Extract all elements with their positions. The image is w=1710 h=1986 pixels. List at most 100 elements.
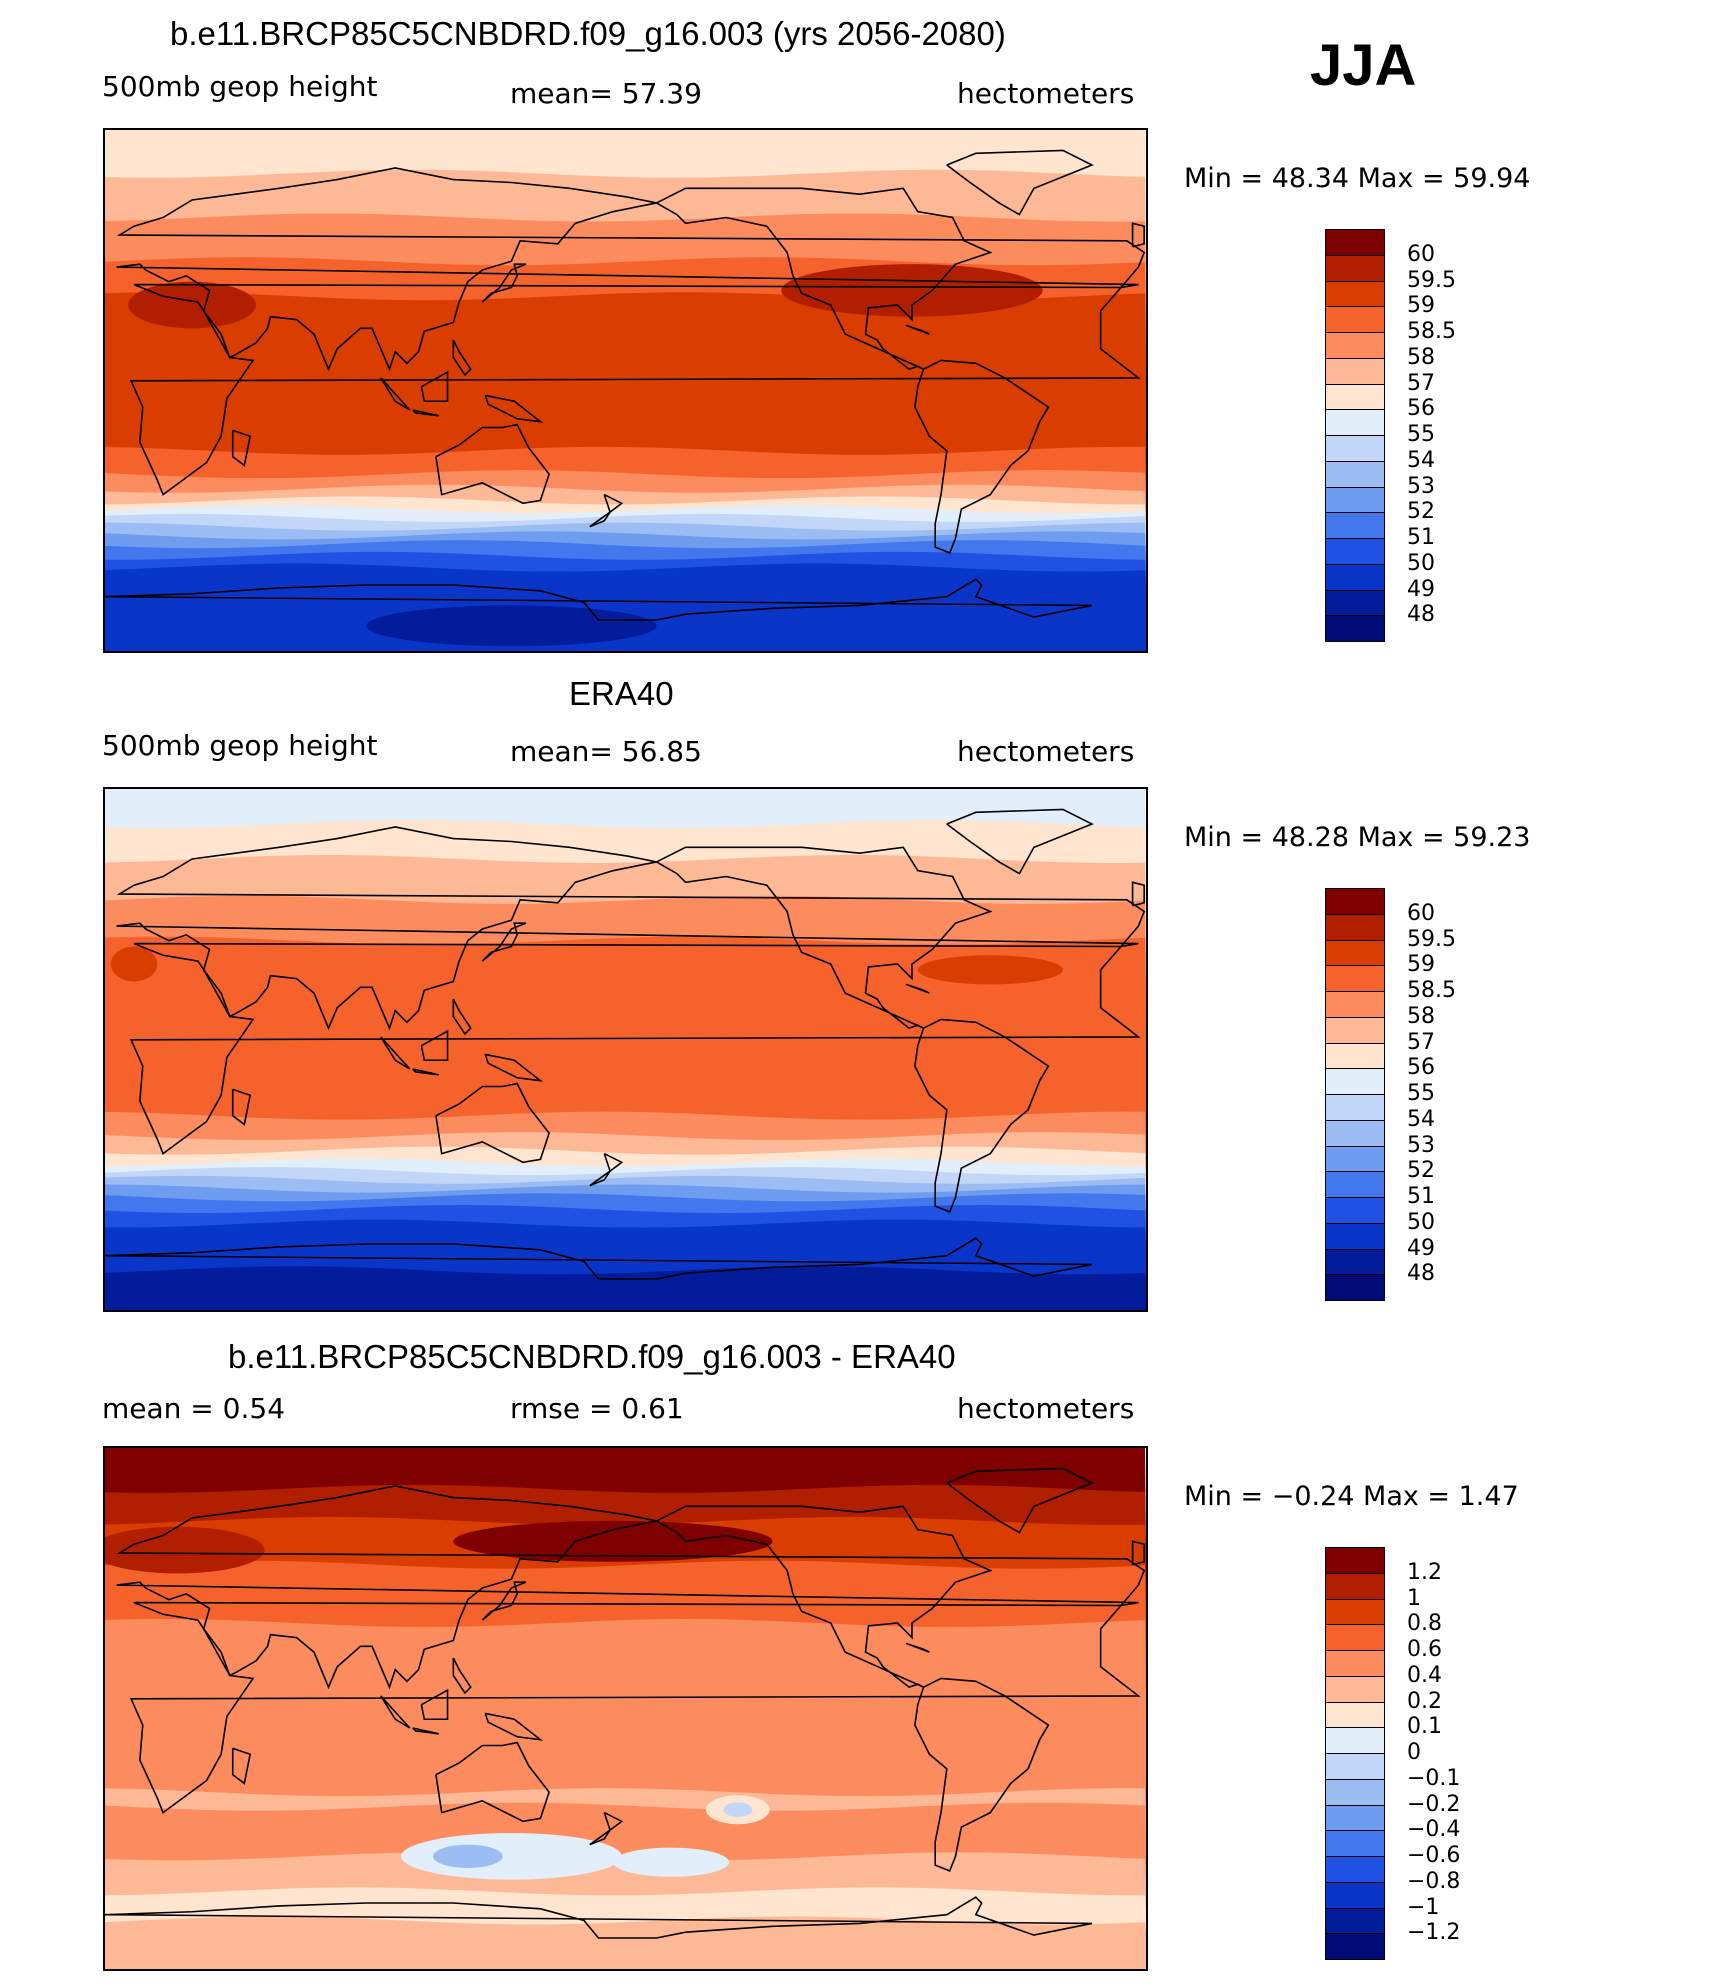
panel-1-colorbar: 60 59.5 59 58.5 58 57 56 55 54 53 52 51 50 49 48	[1325, 229, 1456, 642]
colorbar-tick-label: 56	[1407, 1055, 1435, 1081]
contour-anomaly	[917, 955, 1063, 985]
coastline	[129, 283, 1141, 496]
colorbar-swatch	[1325, 1778, 1385, 1806]
colorbar-swatch	[1325, 1907, 1385, 1935]
colorbar-swatch	[1325, 1675, 1385, 1703]
colorbar-tick-label: 58.5	[1407, 978, 1456, 1003]
coastline	[380, 1036, 411, 1070]
colorbar-swatch	[1325, 965, 1385, 992]
colorbar-tick-label: 0	[1407, 1740, 1421, 1765]
coastline	[484, 1053, 544, 1082]
colorbar-swatch	[1325, 1804, 1385, 1832]
coastline	[656, 187, 993, 371]
coastline	[603, 1152, 624, 1173]
coastline	[380, 377, 411, 411]
coastline	[656, 1505, 993, 1689]
colorbar-tick-label: −1	[1407, 1894, 1440, 1920]
colorbar-swatch	[1325, 1933, 1385, 1960]
colorbar-swatch	[1325, 1881, 1385, 1909]
panel-3-rmse-label: rmse = 0.61	[510, 1392, 684, 1425]
colorbar-swatch	[1325, 486, 1385, 514]
panel-1-map	[103, 128, 1148, 653]
colorbar-tick-label: 49	[1407, 576, 1435, 602]
contour-anomaly	[453, 1520, 773, 1562]
contour-anomaly	[433, 1844, 503, 1868]
colorbar-tick-label: 59	[1407, 952, 1435, 978]
colorbar-tick-label: −1.2	[1407, 1920, 1461, 1946]
coastline	[914, 1018, 1050, 1213]
colorbar-swatch	[1325, 229, 1385, 256]
colorbar-swatch	[1325, 383, 1385, 411]
colorbar-swatch	[1325, 1068, 1385, 1095]
colorbar-tick-label: −0.8	[1407, 1868, 1461, 1894]
season-label: JJA	[1310, 33, 1417, 98]
colorbar-tick-label: 60	[1407, 241, 1435, 267]
coastline	[380, 1695, 411, 1729]
coastline	[129, 1601, 1141, 1814]
colorbar-swatch	[1325, 589, 1385, 617]
colorbar-tick-label: −0.2	[1407, 1791, 1461, 1817]
coastline	[105, 578, 1093, 621]
contour-anomaly	[366, 605, 657, 647]
coastline	[481, 1581, 527, 1621]
coastline	[914, 1677, 1050, 1872]
panel-1-variable-label: 500mb geop height	[102, 70, 378, 103]
panel-2-colorbar: 60 59.5 59 58.5 58 57 56 55 54 53 52 51 50 49 48	[1325, 888, 1456, 1301]
coastline	[905, 983, 930, 994]
coastline	[452, 339, 472, 377]
coastline	[412, 409, 439, 417]
colorbar-tick-label: 48	[1407, 602, 1435, 628]
coastline	[231, 1747, 252, 1785]
coastline	[412, 1068, 439, 1076]
panel-3-title: b.e11.BRCP85C5CNBDRD.f09_g16.003 - ERA40	[228, 1338, 956, 1375]
coastline	[116, 826, 1146, 1031]
coastline	[603, 1811, 624, 1832]
panel-3-colorbar: 1.2 1 0.8 0.6 0.4 0.2 0.1 0 −0.1 −0.2 −0.4 −0.6 −0.8…	[1325, 1547, 1460, 1960]
coastline	[481, 263, 527, 303]
colorbar-swatch	[1325, 1197, 1385, 1224]
coastline	[946, 808, 1094, 875]
coastline	[435, 423, 551, 505]
colorbar-tick-label: 49	[1407, 1235, 1435, 1261]
colorbar-swatch	[1325, 1222, 1385, 1250]
panel-1-mean-label: mean= 57.39	[510, 77, 702, 110]
colorbar-swatch	[1325, 1856, 1385, 1883]
contour-anomaly	[128, 281, 256, 329]
panel-3-units-label: hectometers	[957, 1392, 1135, 1425]
coastline	[231, 1088, 252, 1126]
coastline	[412, 1727, 439, 1735]
coastline	[420, 1688, 449, 1721]
panel-2-map	[103, 787, 1148, 1312]
contour-anomaly	[781, 264, 1043, 317]
colorbar-swatch	[1325, 1727, 1385, 1754]
panel-1-title: b.e11.BRCP85C5CNBDRD.f09_g16.003 (yrs 20…	[170, 15, 1006, 52]
coastline	[231, 429, 252, 467]
colorbar-swatch	[1325, 538, 1385, 565]
colorbar-swatch	[1325, 1830, 1385, 1857]
colorbar-swatch	[1325, 1547, 1385, 1574]
colorbar-tick-label: 52	[1407, 1158, 1435, 1184]
colorbar-tick-label: 59.5	[1407, 926, 1456, 952]
colorbar-swatch	[1325, 563, 1385, 591]
colorbar-swatch	[1325, 991, 1385, 1018]
coastline	[420, 1029, 449, 1062]
coastline	[435, 1082, 551, 1164]
colorbar-tick-label: 57	[1407, 1029, 1435, 1055]
contour-band	[105, 1916, 1146, 1969]
colorbar-swatch	[1325, 1274, 1385, 1301]
colorbar-tick-label: 0.1	[1407, 1714, 1442, 1740]
colorbar-tick-label: 55	[1407, 422, 1435, 447]
colorbar-tick-label: 51	[1407, 525, 1435, 550]
contour-map-svg	[105, 1448, 1146, 1969]
colorbar-swatch	[1325, 1042, 1385, 1070]
colorbar-swatch	[1325, 1650, 1385, 1677]
coastline	[589, 511, 611, 528]
colorbar-swatch	[1325, 1701, 1385, 1729]
colorbar-tick-label: 60	[1407, 900, 1435, 926]
colorbar-tick-label: 53	[1407, 1132, 1435, 1158]
colorbar-swatch	[1325, 939, 1385, 967]
colorbar-swatch	[1325, 409, 1385, 436]
panel-3-mean-label: mean = 0.54	[102, 1392, 286, 1425]
colorbar-tick-label: −0.6	[1407, 1843, 1461, 1868]
colorbar-swatch	[1325, 306, 1385, 333]
